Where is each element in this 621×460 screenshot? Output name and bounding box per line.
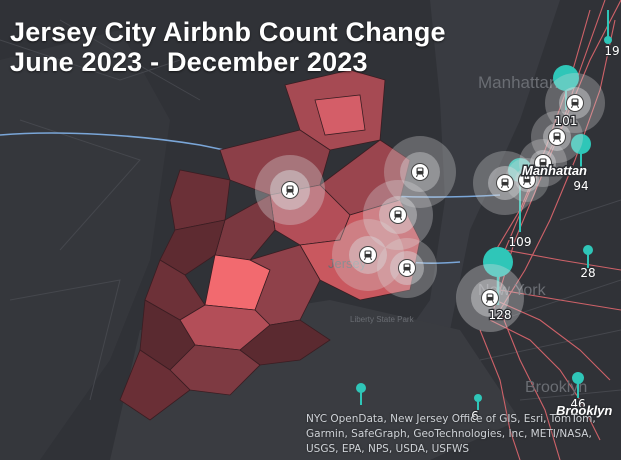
marker-label-94: 94 <box>573 179 588 193</box>
marker-dot-6 <box>474 394 482 402</box>
marker-label-128: 128 <box>489 308 512 322</box>
jc-region <box>159 219 226 276</box>
marker-label-19: 19 <box>604 44 619 58</box>
train-icon-window <box>540 159 546 162</box>
brooklyn-label: Brooklyn <box>556 403 612 418</box>
train-icon-leg <box>403 270 405 274</box>
train-icon-window <box>554 133 560 136</box>
train-icon-leg <box>394 217 396 221</box>
jc-region <box>239 319 331 366</box>
train-icon-window <box>404 264 410 267</box>
map-title: Jersey City Airbnb Count Change <box>10 17 446 47</box>
train-icon-leg <box>292 192 294 196</box>
train-icon-leg <box>577 105 579 109</box>
marker-dot-101 <box>553 65 579 91</box>
train-icon-leg <box>553 139 555 143</box>
train-icon-leg <box>416 174 418 178</box>
road-network <box>0 19 621 401</box>
train-icon-leg <box>409 270 411 274</box>
marker-dot-46 <box>572 372 584 384</box>
marker-label-6: 6 <box>471 409 479 423</box>
train-icon-window <box>524 176 530 179</box>
train-icon-window <box>487 294 493 297</box>
train-icon-leg <box>507 185 509 189</box>
train-icon-window <box>395 211 401 214</box>
train-icon-leg <box>501 185 503 189</box>
marker-dot-28 <box>583 245 593 255</box>
train-icon-leg <box>286 192 288 196</box>
jersey-city-choropleth <box>119 69 421 421</box>
train-icon-leg <box>523 182 525 186</box>
map-attribution: NYC OpenData, New Jersey Office of GIS, … <box>306 413 596 455</box>
marker-label-46: 46 <box>570 397 585 411</box>
train-icon-leg <box>486 300 488 304</box>
marker-label-109: 109 <box>509 235 532 249</box>
train-icon-window <box>287 186 293 189</box>
train-icon-window <box>572 99 578 102</box>
brooklyn-faint-label: Brooklyn <box>525 379 587 396</box>
marker-dot-19 <box>604 36 612 44</box>
train-icon-leg <box>370 257 372 261</box>
marker-label-28: 28 <box>580 266 595 280</box>
train-icon-leg <box>571 105 573 109</box>
jc-region <box>314 94 366 136</box>
station-icons[interactable] <box>281 94 584 307</box>
liberty-park-faint-label: Liberty State Park <box>350 315 415 324</box>
train-icon-leg <box>539 165 541 169</box>
train-icon-leg <box>545 165 547 169</box>
train-icon-leg <box>364 257 366 261</box>
train-icon-window <box>417 168 423 171</box>
train-icon-window <box>502 179 508 182</box>
marker-dot-extra <box>356 383 366 393</box>
newark-bay <box>0 30 170 460</box>
manhattan-faint-label: Manhattan <box>478 73 558 92</box>
marker-dot-128 <box>483 247 513 277</box>
jersey-faint-label: Jersey <box>328 256 367 271</box>
manhattan-label: Manhattan <box>522 163 587 178</box>
train-icon-leg <box>529 182 531 186</box>
train-icon-window <box>365 251 371 254</box>
train-icon-leg <box>559 139 561 143</box>
map-subtitle: June 2023 - December 2023 <box>10 47 368 77</box>
jc-region <box>119 349 191 421</box>
train-icon-leg <box>422 174 424 178</box>
hudson-river <box>300 0 560 460</box>
marker-label-101: 101 <box>555 114 578 128</box>
nyc-markers <box>356 10 612 410</box>
jc-region <box>299 199 421 301</box>
train-icon-leg <box>492 300 494 304</box>
marker-dot-94 <box>571 134 591 154</box>
train-icon-leg <box>400 217 402 221</box>
